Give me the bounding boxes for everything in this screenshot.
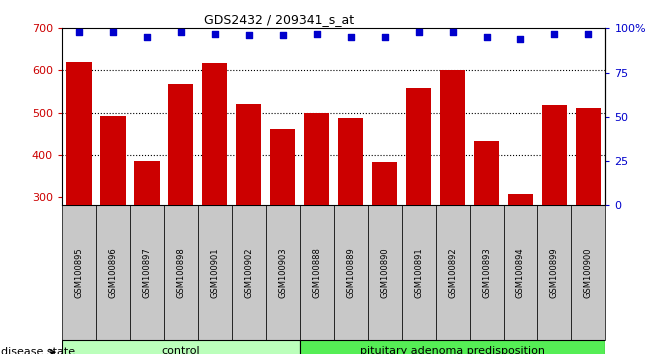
Bar <box>304 113 329 205</box>
Text: GSM100903: GSM100903 <box>278 247 287 298</box>
Point <box>74 29 84 35</box>
Point <box>210 31 220 36</box>
Bar <box>130 205 164 340</box>
Text: GSM100898: GSM100898 <box>176 247 186 298</box>
Text: GSM100893: GSM100893 <box>482 247 491 298</box>
Bar <box>538 205 572 340</box>
Point <box>141 34 152 40</box>
Bar <box>299 205 333 340</box>
Point <box>311 31 322 36</box>
Text: GSM100889: GSM100889 <box>346 247 355 298</box>
Bar <box>164 205 198 340</box>
Bar <box>436 205 469 340</box>
Bar <box>333 205 368 340</box>
Text: GSM100902: GSM100902 <box>244 247 253 298</box>
Point <box>107 29 118 35</box>
Text: GSM100900: GSM100900 <box>584 247 593 298</box>
Text: GSM100890: GSM100890 <box>380 247 389 298</box>
Bar <box>96 205 130 340</box>
Point <box>176 29 186 35</box>
Point <box>277 33 288 38</box>
Bar <box>266 205 299 340</box>
Bar <box>575 108 601 205</box>
Point <box>583 31 594 36</box>
Bar <box>368 205 402 340</box>
Point <box>549 31 560 36</box>
Point <box>413 29 424 35</box>
Text: GSM100888: GSM100888 <box>312 247 321 298</box>
Bar <box>338 118 363 205</box>
Text: GSM100896: GSM100896 <box>108 247 117 298</box>
Bar <box>474 141 499 205</box>
Bar <box>572 205 605 340</box>
Text: GSM100899: GSM100899 <box>550 247 559 298</box>
Bar <box>406 88 432 205</box>
Point <box>447 29 458 35</box>
Text: disease state: disease state <box>1 347 76 354</box>
Text: GSM100892: GSM100892 <box>448 247 457 298</box>
Text: GSM100901: GSM100901 <box>210 247 219 298</box>
Text: GSM100897: GSM100897 <box>143 247 151 298</box>
Bar <box>372 162 397 205</box>
Point <box>346 34 356 40</box>
Bar <box>62 340 299 354</box>
Point <box>243 33 254 38</box>
Bar <box>542 105 567 205</box>
Bar <box>100 115 126 205</box>
Bar <box>236 104 262 205</box>
Bar <box>299 340 605 354</box>
Point <box>380 34 390 40</box>
Bar <box>134 161 159 205</box>
Bar <box>66 62 92 205</box>
Text: GSM100894: GSM100894 <box>516 247 525 298</box>
Bar <box>503 205 538 340</box>
Bar <box>232 205 266 340</box>
Bar <box>469 205 503 340</box>
Bar <box>202 63 227 205</box>
Bar <box>168 84 193 205</box>
Text: GSM100891: GSM100891 <box>414 247 423 298</box>
Bar <box>270 129 296 205</box>
Text: pituitary adenoma predisposition: pituitary adenoma predisposition <box>360 346 545 354</box>
Bar <box>440 70 465 205</box>
Point <box>516 36 526 42</box>
Bar <box>198 205 232 340</box>
Point <box>481 34 492 40</box>
Bar <box>402 205 436 340</box>
Text: control: control <box>161 346 200 354</box>
Bar <box>62 205 96 340</box>
Title: GDS2432 / 209341_s_at: GDS2432 / 209341_s_at <box>204 13 354 26</box>
Bar <box>508 194 533 205</box>
Text: GSM100895: GSM100895 <box>74 247 83 298</box>
